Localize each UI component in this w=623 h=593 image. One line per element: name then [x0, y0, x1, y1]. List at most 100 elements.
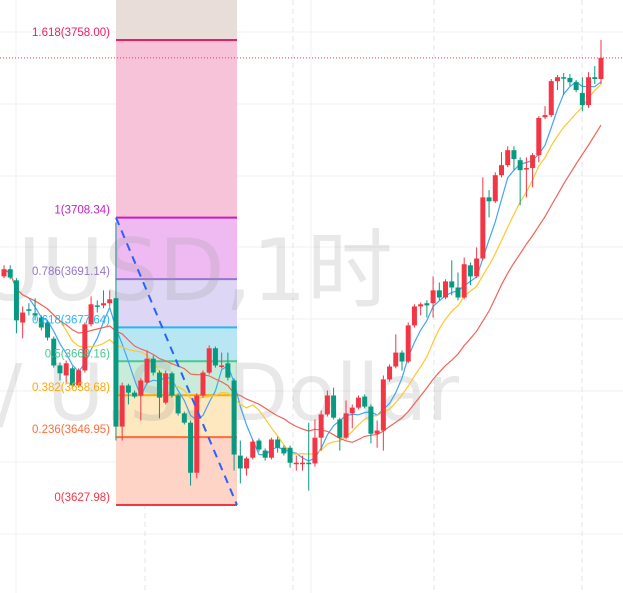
candle-up: [530, 153, 536, 188]
fib-zone: [116, 437, 237, 505]
candle-down: [399, 350, 405, 371]
fib-level-label: 0.786(3691.14): [32, 266, 110, 278]
candle-down: [175, 393, 181, 416]
candle-body: [13, 280, 19, 321]
fibonacci-retracement: [116, 0, 237, 506]
candle-body: [561, 77, 567, 79]
candle-down: [26, 303, 32, 316]
candle-body: [63, 363, 69, 376]
candle-up: [1, 265, 7, 279]
candle-body: [107, 299, 113, 304]
candle-up: [250, 439, 256, 460]
candle-up: [492, 172, 498, 204]
candle-down: [231, 378, 237, 471]
candle-down: [449, 260, 455, 296]
candle-body: [38, 317, 44, 328]
candle-up: [405, 322, 411, 364]
candle-body: [573, 82, 579, 91]
candle-body: [76, 370, 82, 386]
candle-down: [132, 390, 138, 399]
fib-level-label: 0.618(3677.64): [32, 314, 110, 326]
candle-body: [281, 447, 287, 454]
candle-up: [474, 247, 480, 279]
candle-body: [219, 365, 225, 367]
candle-up: [206, 345, 212, 375]
candle-body: [492, 175, 498, 202]
candle-up: [586, 72, 592, 108]
candle-up: [318, 410, 324, 451]
candle-down: [262, 448, 268, 461]
candle-body: [293, 462, 299, 465]
candle-body: [511, 150, 517, 160]
candle-up: [138, 378, 144, 421]
candle-down: [69, 366, 75, 388]
candle-body: [51, 338, 57, 366]
candle-down: [331, 387, 337, 420]
candle-body: [349, 407, 355, 414]
candle-body: [523, 168, 529, 170]
candle-body: [517, 160, 523, 171]
candle-body: [206, 348, 212, 373]
fib-zone: [116, 361, 237, 396]
candle-up: [542, 106, 548, 120]
candle-down: [13, 278, 19, 334]
candle-down: [467, 262, 473, 286]
candle-up: [300, 455, 305, 471]
candle-up: [163, 370, 169, 405]
candle-down: [337, 417, 343, 451]
candle-body: [94, 305, 100, 307]
candle-body: [7, 269, 13, 278]
fib-level-label: 1.618(3758.00): [32, 27, 110, 39]
candle-up: [598, 40, 604, 84]
candle-body: [101, 303, 106, 306]
ma10-line: [3, 83, 602, 455]
candle-body: [250, 441, 256, 458]
candle-body: [411, 306, 417, 326]
candle-body: [554, 77, 560, 82]
candle-body: [144, 358, 150, 383]
candle-body: [331, 395, 337, 418]
candle-up: [268, 437, 274, 460]
candle-body: [163, 373, 169, 403]
candle-body: [113, 298, 119, 427]
candle-down: [57, 362, 63, 381]
candle-body: [430, 290, 436, 304]
candle-body: [82, 324, 88, 371]
candle-body: [212, 348, 218, 366]
candle-up: [461, 257, 467, 300]
candle-down: [455, 272, 461, 301]
candle-down: [212, 346, 218, 368]
candle-body: [542, 115, 548, 118]
candle-down: [436, 282, 442, 301]
candle-body: [380, 379, 386, 431]
candle-down: [567, 73, 573, 87]
candle-up: [244, 456, 250, 476]
candle-body: [343, 413, 349, 438]
candle-up: [499, 152, 504, 178]
candle-body: [268, 439, 274, 458]
candle-body: [374, 430, 380, 434]
candle-body: [443, 281, 449, 298]
candle-body: [505, 150, 511, 166]
candle-body: [262, 450, 268, 458]
candle-down: [150, 355, 156, 376]
candle-down: [517, 157, 523, 206]
candle-up: [200, 370, 206, 398]
candle-body: [598, 57, 604, 79]
candle-down: [156, 370, 162, 419]
candle-up: [411, 304, 417, 328]
candle-down: [281, 445, 287, 456]
candle-body: [424, 303, 430, 306]
candle-up: [480, 177, 486, 261]
candle-body: [225, 363, 231, 378]
candle-body: [467, 265, 473, 277]
candle-body: [474, 258, 480, 277]
candle-up: [349, 404, 355, 429]
candle-down: [592, 66, 598, 84]
fib-zone: [116, 279, 237, 328]
candle-body: [368, 406, 374, 434]
candle-body: [300, 462, 305, 465]
candle-up: [418, 302, 424, 316]
